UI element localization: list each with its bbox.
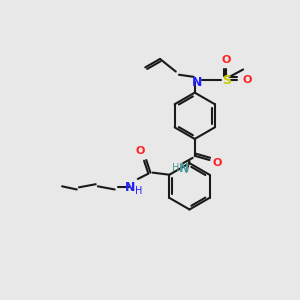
Text: N: N xyxy=(179,162,189,175)
Text: O: O xyxy=(243,75,252,85)
Text: N: N xyxy=(192,76,202,88)
Text: H: H xyxy=(135,185,142,196)
Text: N: N xyxy=(125,181,136,194)
Text: S: S xyxy=(222,74,231,86)
Text: H: H xyxy=(172,164,179,173)
Text: O: O xyxy=(135,146,145,155)
Text: O: O xyxy=(222,55,231,65)
Text: O: O xyxy=(212,158,221,168)
